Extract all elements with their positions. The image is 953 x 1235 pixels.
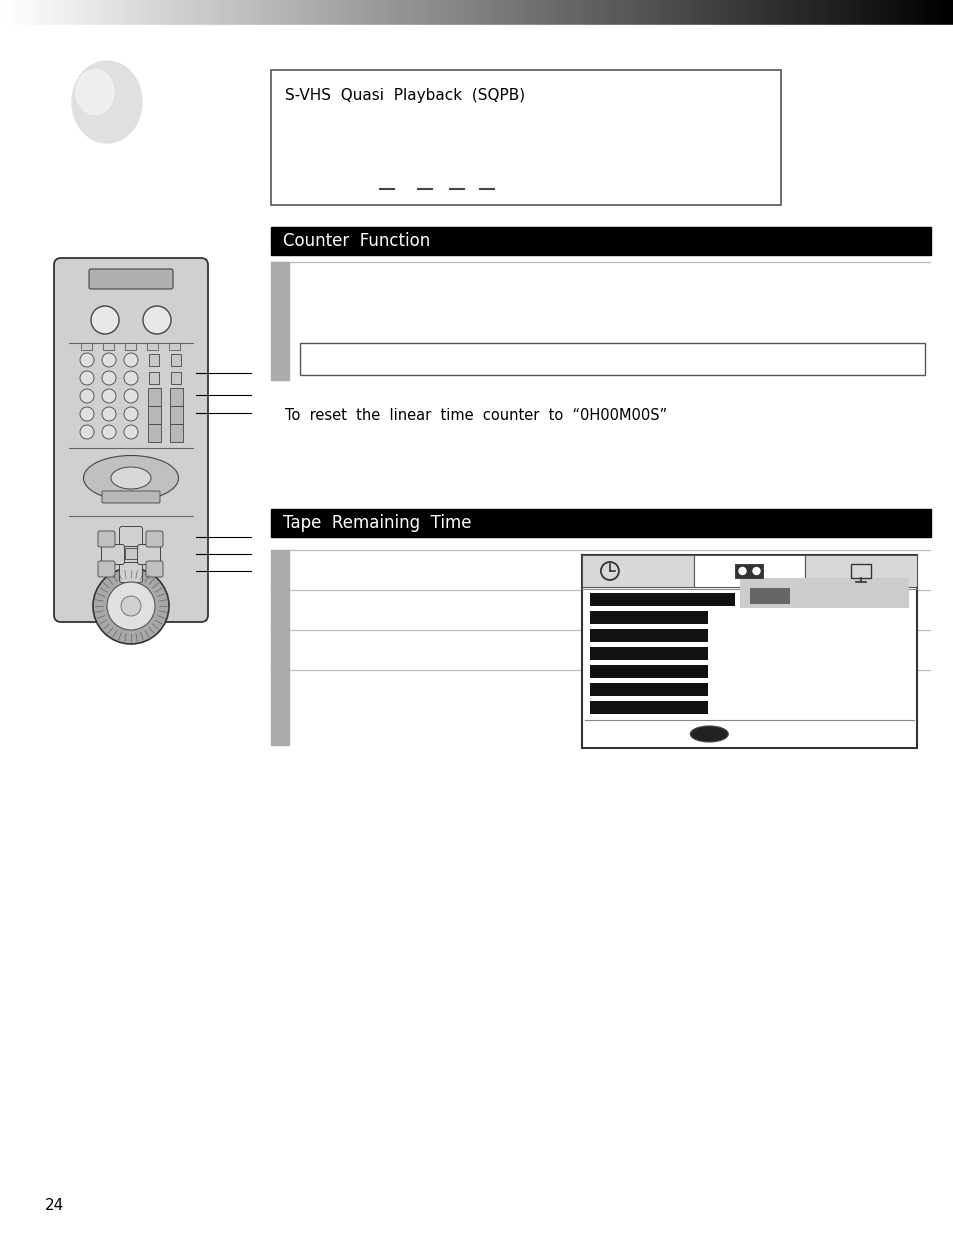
Bar: [170, 424, 183, 442]
Circle shape: [80, 370, 94, 385]
Bar: [170, 406, 183, 424]
Bar: [171, 354, 181, 366]
FancyBboxPatch shape: [101, 545, 125, 564]
Bar: [299, 343, 924, 375]
Ellipse shape: [76, 69, 113, 115]
Bar: [735, 564, 762, 578]
Circle shape: [739, 568, 745, 574]
Bar: [271, 262, 289, 380]
FancyBboxPatch shape: [89, 269, 172, 289]
FancyBboxPatch shape: [102, 492, 160, 503]
Circle shape: [80, 408, 94, 421]
Bar: [804, 555, 916, 587]
Bar: [749, 588, 789, 604]
FancyBboxPatch shape: [119, 526, 142, 547]
Bar: [81, 343, 91, 350]
Circle shape: [124, 425, 138, 438]
Bar: [271, 509, 930, 537]
Bar: [589, 593, 734, 606]
Bar: [271, 550, 289, 745]
Circle shape: [124, 370, 138, 385]
Bar: [149, 372, 159, 384]
FancyBboxPatch shape: [98, 531, 115, 547]
Ellipse shape: [71, 61, 142, 143]
FancyBboxPatch shape: [146, 561, 163, 577]
Bar: [589, 683, 707, 697]
Bar: [148, 388, 161, 406]
Circle shape: [107, 582, 154, 630]
Bar: [740, 578, 908, 608]
FancyBboxPatch shape: [54, 258, 208, 622]
Bar: [589, 701, 707, 714]
Circle shape: [124, 408, 138, 421]
Bar: [125, 548, 137, 559]
Circle shape: [143, 306, 171, 333]
Circle shape: [102, 425, 116, 438]
Bar: [148, 424, 161, 442]
Bar: [581, 555, 693, 587]
Text: To  reset  the  linear  time  counter  to  “0H00M00S”: To reset the linear time counter to “0H0…: [285, 408, 666, 422]
Text: Tape  Remaining  Time: Tape Remaining Time: [283, 514, 471, 532]
Circle shape: [124, 389, 138, 403]
Bar: [271, 70, 781, 205]
Bar: [147, 343, 158, 350]
Bar: [693, 555, 804, 587]
Circle shape: [102, 353, 116, 367]
Ellipse shape: [84, 456, 178, 500]
Text: S-VHS  Quasi  Playback  (SQPB): S-VHS Quasi Playback (SQPB): [285, 88, 524, 103]
Bar: [589, 629, 707, 642]
Circle shape: [80, 353, 94, 367]
Bar: [589, 664, 707, 678]
Bar: [171, 372, 181, 384]
Bar: [850, 564, 870, 578]
Bar: [148, 406, 161, 424]
Bar: [581, 555, 916, 748]
FancyBboxPatch shape: [98, 561, 115, 577]
FancyBboxPatch shape: [137, 545, 160, 564]
FancyBboxPatch shape: [119, 562, 142, 583]
Text: 24: 24: [45, 1198, 64, 1213]
Bar: [0, 25, 953, 28]
Circle shape: [80, 425, 94, 438]
Circle shape: [102, 370, 116, 385]
Circle shape: [121, 597, 141, 616]
Ellipse shape: [111, 467, 151, 489]
Circle shape: [124, 353, 138, 367]
Circle shape: [80, 389, 94, 403]
Bar: [589, 611, 707, 624]
Circle shape: [91, 306, 119, 333]
Bar: [589, 647, 707, 659]
Circle shape: [752, 568, 760, 574]
Circle shape: [92, 568, 169, 643]
Bar: [170, 388, 183, 406]
FancyBboxPatch shape: [146, 531, 163, 547]
Bar: [271, 227, 930, 254]
Ellipse shape: [690, 726, 727, 742]
Bar: [169, 343, 180, 350]
Text: Counter  Function: Counter Function: [283, 232, 430, 249]
Circle shape: [102, 408, 116, 421]
Bar: [149, 354, 159, 366]
Bar: [103, 343, 113, 350]
Bar: [125, 343, 136, 350]
Circle shape: [102, 389, 116, 403]
